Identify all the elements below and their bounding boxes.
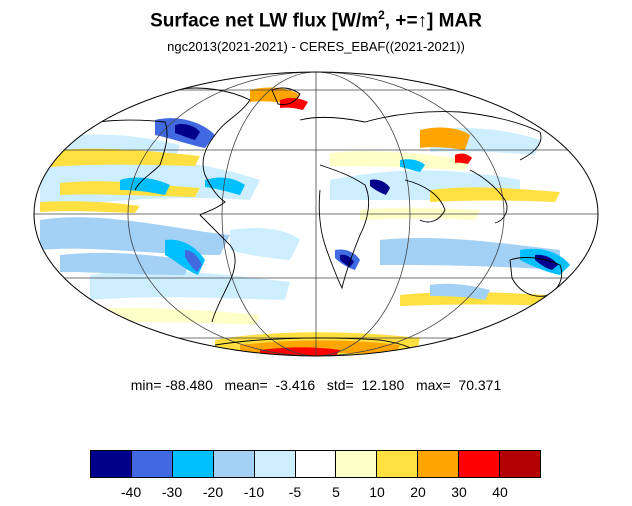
colorbar-box <box>295 451 337 477</box>
colorbar-tick-label: 10 <box>369 484 385 500</box>
colorbar-tick-label: 20 <box>410 484 426 500</box>
colorbar-tick-label: 30 <box>451 484 467 500</box>
colorbar-tick-label: -30 <box>161 484 183 500</box>
colorbar-tick-label: 5 <box>332 484 340 500</box>
colorbar-box <box>459 451 501 477</box>
colorbar-box <box>213 451 255 477</box>
globe-outline <box>33 71 599 357</box>
flux-field <box>40 87 570 356</box>
colorbar-tick-label: -10 <box>243 484 265 500</box>
colorbar <box>90 450 541 478</box>
colorbar-box <box>500 451 540 477</box>
colorbar-box <box>418 451 460 477</box>
title-main: Surface net LW flux [W/m <box>150 10 379 32</box>
colorbar-tick-label: -5 <box>288 484 302 500</box>
map-svg <box>33 71 599 357</box>
colorbar-tick-label: 40 <box>492 484 508 500</box>
world-map <box>0 60 632 370</box>
title-tail: , +=↑] MAR <box>384 10 482 32</box>
statistics-line: min= -88.480 mean= -3.416 std= 12.180 ma… <box>130 377 502 393</box>
colorbar-box <box>377 451 419 477</box>
colorbar-box <box>254 451 296 477</box>
colorbar-ticks: -40 -30 -20 -10 -5 5 10 20 30 40 <box>90 484 541 502</box>
colorbar-tick-label: -40 <box>120 484 142 500</box>
colorbar-box <box>336 451 378 477</box>
colorbar-box <box>172 451 214 477</box>
plot-title: Surface net LW flux [W/m2, +=↑] MAR <box>0 8 632 32</box>
colorbar-tick-label: -20 <box>202 484 224 500</box>
title-superscript: 2 <box>378 8 385 22</box>
plot-subtitle: ngc2013(2021-2021) - CERES_EBAF((2021-20… <box>167 39 465 54</box>
colorbar-box <box>131 451 173 477</box>
graticule <box>34 72 598 356</box>
colorbar-box <box>91 451 132 477</box>
